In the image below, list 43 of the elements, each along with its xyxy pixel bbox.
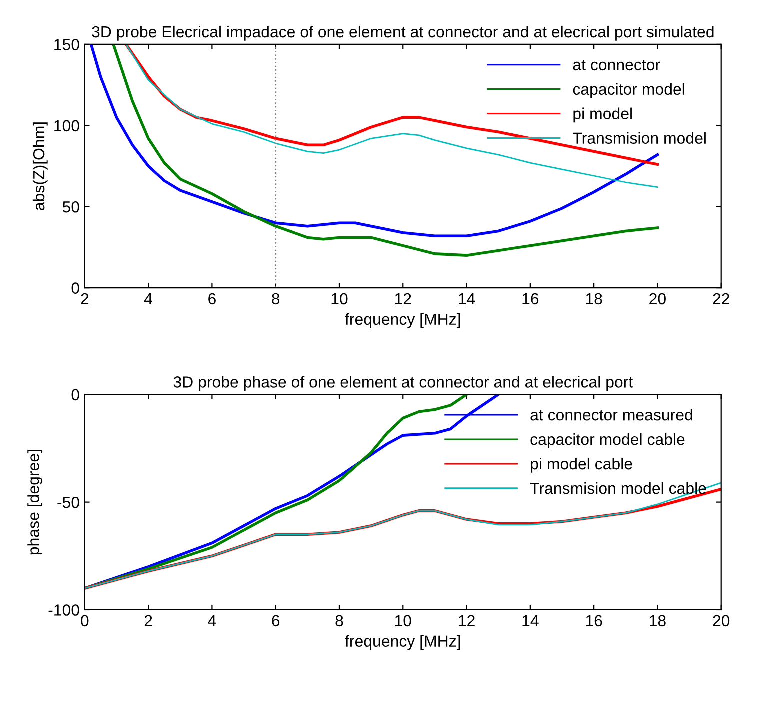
x-tick-label: 12 [459, 615, 475, 626]
x-tick-label: 0 [81, 615, 89, 627]
x-tick-label: 2 [144, 615, 152, 626]
y-tick-label: -100 [48, 604, 80, 616]
x-axis-title: frequency [MHz] [345, 635, 460, 650]
y-tick-label: 0 [72, 282, 80, 294]
legend-label: pi model cable [531, 458, 632, 473]
x-tick-label: 14 [522, 615, 539, 626]
legend-label: at connector measured [530, 409, 692, 421]
x-tick-label: 16 [522, 293, 539, 305]
x-tick-label: 18 [586, 293, 602, 305]
y-axis-title: abs(Z)[Ohm] [32, 122, 48, 210]
x-tick-label: 10 [395, 615, 412, 627]
y-tick-label: -50 [58, 496, 80, 508]
y-axis-title: phase [degree] [28, 450, 43, 555]
x-axis-title: frequency [MHz] [345, 313, 460, 328]
legend-label: Transmision model [573, 132, 706, 144]
x-tick-label: 22 [713, 293, 730, 304]
legend-label: at connector [573, 60, 660, 71]
x-tick-label: 2 [81, 293, 89, 304]
chart-title: 3D probe Elecrical impadace of one element at connector and at elecrical port simulated [92, 26, 714, 41]
x-tick-label: 10 [332, 293, 348, 305]
x-tick-label: 20 [650, 293, 666, 305]
legend-label: pi model [574, 108, 632, 123]
x-tick-label: 12 [395, 293, 412, 304]
x-tick-label: 6 [208, 293, 216, 305]
chart-title: 3D probe phase of one element at connector and at elecrical port [174, 376, 633, 392]
x-tick-label: 8 [336, 615, 344, 627]
x-tick-label: 4 [144, 293, 153, 304]
x-tick-label: 8 [272, 293, 280, 305]
legend-label: capacitor model [573, 83, 684, 98]
x-tick-label: 16 [586, 615, 602, 627]
x-tick-label: 6 [272, 615, 280, 627]
x-tick-label: 4 [208, 615, 216, 626]
x-tick-label: 18 [650, 615, 666, 627]
legend-label: capacitor model cable [530, 434, 685, 448]
y-tick-label: 100 [54, 120, 80, 132]
y-tick-label: 50 [62, 201, 80, 213]
y-tick-label: 150 [54, 39, 80, 50]
y-tick-label: 0 [72, 389, 80, 401]
x-tick-label: 14 [459, 293, 476, 304]
x-tick-label: 20 [713, 615, 730, 627]
legend-label: Transmision model cable [530, 482, 706, 494]
